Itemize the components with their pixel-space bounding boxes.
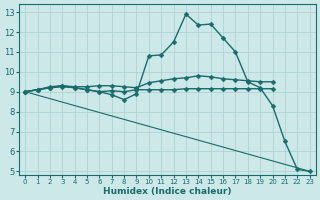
X-axis label: Humidex (Indice chaleur): Humidex (Indice chaleur)	[103, 187, 232, 196]
